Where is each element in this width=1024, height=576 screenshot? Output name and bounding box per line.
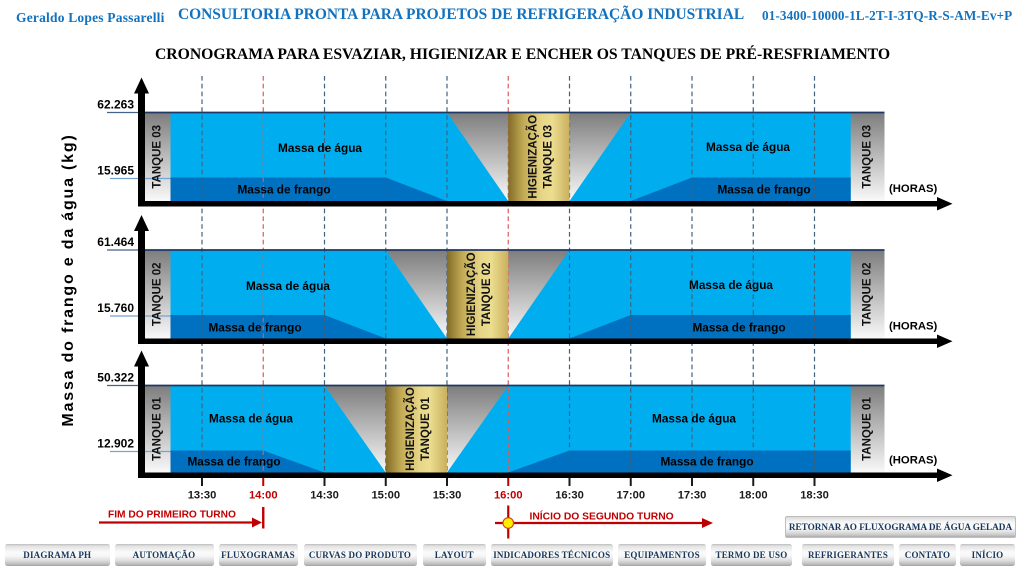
svg-text:Massa de água: Massa de água: [689, 278, 773, 292]
svg-text:Massa de água: Massa de água: [246, 279, 330, 293]
svg-text:TANQUE 01: TANQUE 01: [420, 397, 432, 461]
svg-text:Massa de água: Massa de água: [209, 412, 293, 426]
svg-text:(HORAS): (HORAS): [889, 183, 938, 195]
svg-text:14:00: 14:00: [249, 489, 278, 501]
svg-text:15.760: 15.760: [97, 301, 134, 315]
svg-text:HIGIENIZAÇÃO: HIGIENIZAÇÃO: [526, 115, 539, 199]
svg-text:TANQUE 03: TANQUE 03: [862, 125, 874, 189]
svg-text:15.965: 15.965: [97, 164, 134, 178]
svg-text:TANQUE 01: TANQUE 01: [862, 397, 874, 461]
svg-text:TANQUE 03: TANQUE 03: [152, 125, 164, 189]
svg-text:17:30: 17:30: [678, 489, 707, 501]
svg-text:Massa de frango: Massa de frango: [187, 455, 280, 469]
svg-text:Massa de frango: Massa de frango: [660, 455, 753, 469]
svg-text:61.464: 61.464: [97, 235, 134, 249]
svg-text:18:30: 18:30: [800, 489, 829, 501]
svg-text:HIGIENIZAÇÃO: HIGIENIZAÇÃO: [465, 252, 478, 336]
svg-text:(HORAS): (HORAS): [889, 455, 938, 467]
svg-text:Massa de frango: Massa de frango: [692, 321, 785, 335]
svg-text:17:00: 17:00: [616, 489, 645, 501]
svg-text:TANQUE 03: TANQUE 03: [542, 125, 554, 189]
svg-text:16:00: 16:00: [494, 489, 523, 501]
svg-text:TANQUE 02: TANQUE 02: [152, 262, 164, 326]
svg-text:Massa de água: Massa de água: [278, 141, 362, 155]
svg-text:15:30: 15:30: [433, 489, 462, 501]
svg-text:12.902: 12.902: [97, 437, 134, 451]
svg-text:16:30: 16:30: [555, 489, 584, 501]
svg-text:50.322: 50.322: [97, 371, 134, 385]
svg-text:15:00: 15:00: [371, 489, 400, 501]
svg-text:Massa de frango: Massa de frango: [208, 321, 301, 335]
svg-text:FIM DO PRIMEIRO TURNO: FIM DO PRIMEIRO TURNO: [108, 510, 236, 521]
svg-text:(HORAS): (HORAS): [889, 321, 938, 333]
svg-text:Massa de água: Massa de água: [706, 140, 790, 154]
svg-text:INÍCIO DO SEGUNDO TURNO: INÍCIO DO SEGUNDO TURNO: [530, 510, 674, 523]
svg-text:14:30: 14:30: [310, 489, 339, 501]
svg-text:62.263: 62.263: [97, 98, 134, 112]
svg-text:TANQUE 02: TANQUE 02: [481, 262, 493, 326]
svg-text:TANQUE 01: TANQUE 01: [152, 397, 164, 461]
svg-text:18:00: 18:00: [739, 489, 768, 501]
svg-text:TANQUE 02: TANQUE 02: [862, 262, 874, 326]
svg-text:Massa de frango: Massa de frango: [237, 183, 330, 197]
svg-text:Massa de água: Massa de água: [652, 412, 736, 426]
svg-text:HIGIENIZAÇÃO: HIGIENIZAÇÃO: [404, 387, 417, 471]
svg-text:13:30: 13:30: [188, 489, 217, 501]
svg-text:Massa de frango: Massa de frango: [717, 183, 810, 197]
